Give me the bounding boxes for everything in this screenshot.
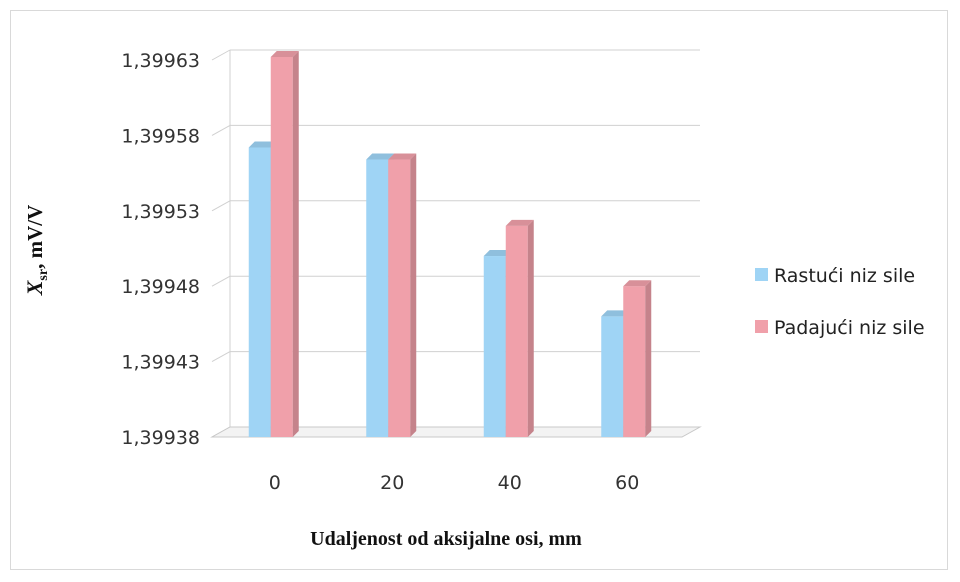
y-tick-label: 1,39953 — [121, 201, 200, 223]
y-tick-label: 1,39943 — [121, 352, 200, 374]
x-axis-title: Udaljenost od aksijalne osi, mm — [310, 528, 582, 550]
bar-front — [270, 56, 293, 437]
x-axis-ticks: 0 20 40 60 — [269, 472, 640, 494]
y-tick-label: 1,39958 — [121, 125, 200, 147]
bar-front — [483, 256, 506, 437]
gridline-diag — [211, 124, 231, 136]
y-axis-ticks: 1,39938 1,39943 1,39948 1,39953 1,39958 1,399… — [121, 50, 200, 449]
bar-top — [270, 50, 299, 57]
bar-side — [292, 50, 299, 437]
x-tick-label: 60 — [615, 472, 639, 494]
bar-top — [483, 250, 512, 257]
gridline-diag — [211, 275, 231, 287]
bar-front — [505, 225, 528, 437]
bar-side — [645, 280, 652, 437]
bar-top — [366, 153, 395, 160]
bar-padajuci-20 — [388, 153, 417, 437]
legend-label-rastuci: Rastući niz sile — [774, 265, 915, 287]
gridline-diag — [211, 49, 231, 61]
gridline-diag — [211, 351, 231, 363]
legend: Rastući niz sile Padajući niz sile — [755, 265, 925, 339]
legend-label-padajuci: Padajući niz sile — [774, 317, 925, 339]
x-tick-label: 20 — [380, 472, 404, 494]
bar-padajuci-0 — [270, 50, 299, 437]
y-tick-label: 1,39938 — [121, 427, 200, 449]
y-tick-label: 1,39963 — [121, 50, 200, 72]
x-tick-label: 40 — [498, 472, 522, 494]
x-tick-label: 0 — [269, 472, 281, 494]
bar-front — [388, 159, 411, 437]
y-tick-label: 1,39948 — [121, 276, 200, 298]
bar-top — [388, 153, 417, 160]
bar-padajuci-60 — [623, 280, 652, 437]
bar-top — [248, 141, 277, 148]
bar-top — [623, 280, 652, 287]
y-axis-title: Xsr, mV/V — [22, 205, 51, 297]
legend-swatch-padajuci — [755, 320, 768, 333]
bar-front — [601, 316, 624, 437]
bar-front — [623, 286, 646, 437]
bar-top — [505, 219, 534, 226]
y-axis-subscript: sr — [36, 269, 51, 281]
bar-padajuci-40 — [505, 219, 534, 437]
chart-frame — [10, 10, 948, 570]
bars — [248, 50, 652, 438]
legend-swatch-rastuci — [755, 268, 768, 281]
y-axis-symbol: X — [22, 279, 47, 296]
bar-front — [366, 159, 389, 437]
bar-side — [527, 219, 534, 437]
y-axis-unit: , mV/V — [23, 205, 47, 269]
bar-front — [248, 147, 271, 438]
bar-top — [601, 310, 630, 317]
gridline-diag — [211, 200, 231, 212]
bar-side — [410, 153, 417, 437]
